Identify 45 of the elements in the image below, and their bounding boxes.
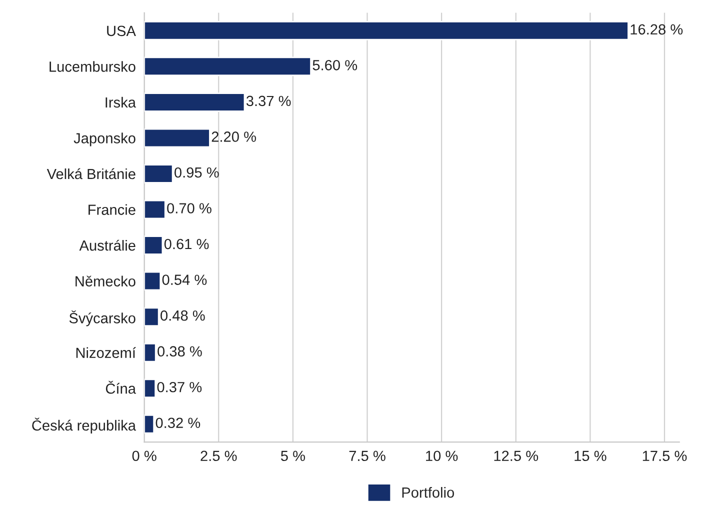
- bar: [144, 128, 210, 148]
- data-label: 0.48 %: [160, 310, 205, 321]
- y-tick-label: Francie: [88, 204, 136, 215]
- y-tick-label: Česká republika: [32, 418, 136, 434]
- bar: [144, 21, 629, 40]
- y-tick-label: Japonsko: [74, 132, 136, 146]
- y-tick-label: Německo: [76, 276, 136, 286]
- y-tick-label: USA: [107, 26, 136, 36]
- bar: [144, 92, 246, 112]
- data-label: 0.38 %: [158, 346, 202, 357]
- x-tick-label: 15 %: [574, 450, 606, 462]
- y-tick-label: Nizozemí: [76, 347, 136, 358]
- bar: [144, 342, 156, 362]
- bar: [144, 164, 174, 184]
- data-label: 0.37 %: [157, 382, 202, 392]
- x-tick-label: 5 %: [280, 450, 305, 462]
- bar: [144, 200, 166, 220]
- y-tick-label: Austrálie: [79, 240, 136, 251]
- data-label: 3.37 %: [246, 96, 291, 106]
- bar: [144, 271, 162, 291]
- data-label: 0.32 %: [156, 418, 200, 428]
- bar: [144, 378, 156, 398]
- data-label: 16.28 %: [630, 24, 683, 35]
- data-label: 2.20 %: [212, 132, 256, 142]
- y-tick-label: Čína: [106, 380, 136, 394]
- y-tick-label: Lucembursko: [50, 61, 136, 72]
- data-label: 0.95 %: [174, 167, 219, 178]
- bar: [144, 236, 164, 255]
- legend-label: Portfolio: [402, 487, 454, 498]
- y-tick-label: Švýcarsko: [69, 310, 136, 326]
- data-label: 0.61 %: [164, 238, 209, 250]
- x-tick-label: 17.5 %: [642, 450, 687, 462]
- bar: [144, 56, 312, 76]
- bar: [144, 307, 160, 326]
- data-label: 5.60 %: [312, 60, 358, 70]
- x-tick-label: 10 %: [426, 450, 458, 462]
- x-tick-label: 0 %: [132, 450, 156, 462]
- bar: [144, 414, 155, 434]
- data-label: 0.54 %: [162, 274, 207, 285]
- y-tick-label: Irska: [106, 96, 136, 108]
- y-tick-label: Velká Británie: [46, 168, 136, 180]
- x-tick-label: 2.5 %: [200, 450, 237, 462]
- x-tick-label: 7.5 %: [349, 450, 386, 462]
- x-tick-label: 12.5 %: [494, 450, 538, 462]
- data-label: 0.70 %: [167, 203, 212, 214]
